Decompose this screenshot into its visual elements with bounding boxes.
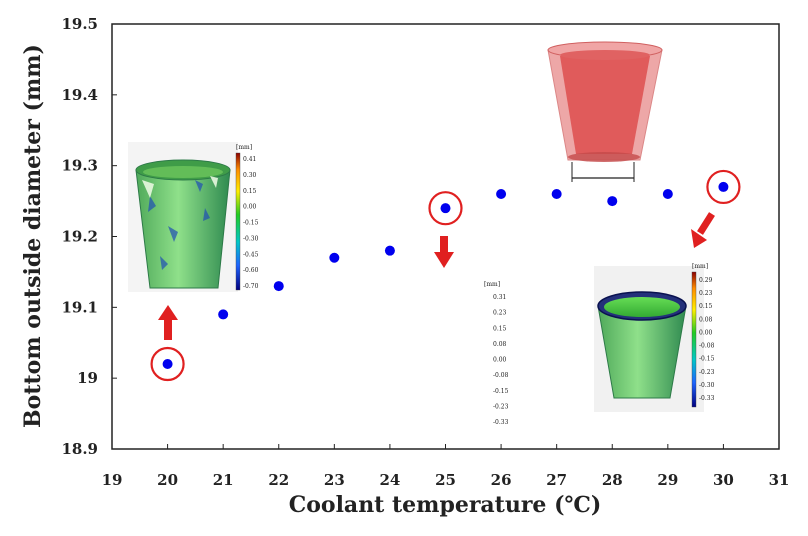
colorbar-tick-label: 0.15 bbox=[493, 325, 507, 332]
data-point bbox=[607, 196, 618, 207]
data-point bbox=[662, 189, 673, 199]
colorbar-tick-label: 0.00 bbox=[699, 329, 713, 336]
colorbar-tick-label: 0.30 bbox=[243, 172, 257, 179]
colorbar-tick-label: -0.30 bbox=[699, 382, 715, 389]
highlight-circle bbox=[150, 346, 185, 382]
colorbar-tick-label: -0.33 bbox=[493, 419, 509, 426]
data-point bbox=[440, 203, 451, 214]
x-axis: 19 20 21 22 23 24 25 26 27 28 29 30 31 bbox=[102, 444, 790, 489]
colorbar-tick-label: -0.30 bbox=[243, 235, 259, 242]
data-point bbox=[218, 309, 229, 320]
data-point bbox=[718, 181, 729, 192]
colorbar-2-unit: [mm] bbox=[484, 281, 500, 288]
y-tick-label: 19.2 bbox=[61, 228, 98, 246]
colorbar-tick-label: 0.31 bbox=[493, 294, 506, 301]
colorbar-tick-label: 0.00 bbox=[493, 357, 507, 364]
x-axis-title: Coolant temperature (℃) bbox=[289, 492, 602, 518]
x-tick-label: 30 bbox=[713, 471, 734, 489]
y-tick-label: 18.9 bbox=[61, 440, 98, 458]
x-tick-label: 22 bbox=[268, 471, 289, 489]
data-point bbox=[329, 252, 340, 263]
colorbar-tick-label: -0.60 bbox=[243, 267, 259, 274]
x-tick-label: 21 bbox=[213, 471, 234, 489]
x-tick-label: 24 bbox=[379, 471, 400, 489]
colorbar-tick-label: -0.45 bbox=[243, 251, 259, 258]
x-tick-label: 27 bbox=[546, 471, 567, 489]
colorbar-tick-label: 0.00 bbox=[243, 204, 257, 211]
x-tick-label: 23 bbox=[324, 471, 345, 489]
colorbar-tick-label: 0.23 bbox=[493, 310, 507, 317]
y-tick-label: 19 bbox=[77, 369, 98, 387]
y-axis: 18.9 19 19.1 19.2 19.3 19.4 19.5 bbox=[61, 15, 117, 458]
colorbar-tick-label: -0.15 bbox=[699, 356, 715, 363]
data-point bbox=[496, 189, 507, 199]
y-axis-title: Bottom outside diameter (mm) bbox=[20, 44, 46, 428]
arrow-down-icon bbox=[434, 236, 454, 268]
arrow-up-icon bbox=[158, 305, 178, 340]
data-point bbox=[162, 359, 173, 369]
colorbar-tick-label: -0.33 bbox=[699, 395, 715, 402]
data-point bbox=[384, 245, 395, 256]
y-tick-label: 19.3 bbox=[61, 157, 98, 175]
data-point bbox=[273, 281, 284, 292]
y-tick-label: 19.1 bbox=[61, 298, 98, 316]
colorbar-tick-label: -0.15 bbox=[493, 388, 509, 395]
y-tick-label: 19.4 bbox=[61, 86, 98, 104]
colorbar-tick-label: 0.08 bbox=[699, 316, 713, 323]
colorbar-tick-label: 0.08 bbox=[493, 341, 507, 348]
inset-cup-diameter-illustration bbox=[547, 41, 663, 182]
x-tick-label: 20 bbox=[157, 471, 178, 489]
arrow-down-left-icon bbox=[691, 212, 715, 248]
x-tick-label: 29 bbox=[657, 471, 678, 489]
x-tick-label: 25 bbox=[435, 471, 456, 489]
colorbar-tick-label: -0.15 bbox=[243, 220, 259, 227]
data-points bbox=[162, 181, 729, 369]
colorbar-tick-label: 0.15 bbox=[243, 188, 257, 195]
colorbar-tick-label: 0.15 bbox=[699, 303, 713, 310]
colorbar-tick-label: 0.23 bbox=[699, 290, 713, 297]
x-tick-label: 26 bbox=[491, 471, 512, 489]
colorbar-tick-label: -0.70 bbox=[243, 283, 259, 290]
colorbar-tick-label: 0.29 bbox=[699, 277, 713, 284]
colorbar-3 bbox=[691, 271, 697, 408]
colorbar-tick-label: -0.23 bbox=[699, 369, 715, 376]
colorbar-tick-label: -0.23 bbox=[493, 403, 509, 410]
inset-deviation-map-20: [mm] 0.41 0.30 0.15 0.00 -0.15 -0.30 -0.45 -0.6… bbox=[128, 142, 259, 292]
colorbar-1 bbox=[235, 152, 241, 291]
highlight-circles bbox=[150, 169, 741, 382]
x-tick-label: 28 bbox=[602, 471, 623, 489]
colorbar-3-unit: [mm] bbox=[692, 263, 708, 270]
highlight-circle bbox=[706, 169, 741, 205]
data-point bbox=[551, 189, 562, 199]
colorbar-1-unit: [mm] bbox=[236, 144, 252, 151]
y-tick-label: 19.5 bbox=[61, 15, 98, 33]
colorbar-tick-label: -0.08 bbox=[699, 343, 715, 350]
inset-deviation-map-30: [mm] 0.29 0.23 0.15 0.08 0.00 -0.08 -0.15 -0.23… bbox=[594, 263, 715, 412]
annotation-arrows bbox=[158, 212, 715, 340]
x-tick-label: 19 bbox=[102, 471, 123, 489]
x-tick-label: 31 bbox=[769, 471, 790, 489]
inset-colorbar-25: [mm] 0.31 0.23 0.15 0.08 0.00 -0.08 -0.15 -0.23… bbox=[484, 281, 509, 426]
colorbar-tick-label: 0.41 bbox=[243, 156, 256, 163]
colorbar-tick-label: -0.08 bbox=[493, 372, 509, 379]
highlight-circle bbox=[428, 191, 463, 226]
